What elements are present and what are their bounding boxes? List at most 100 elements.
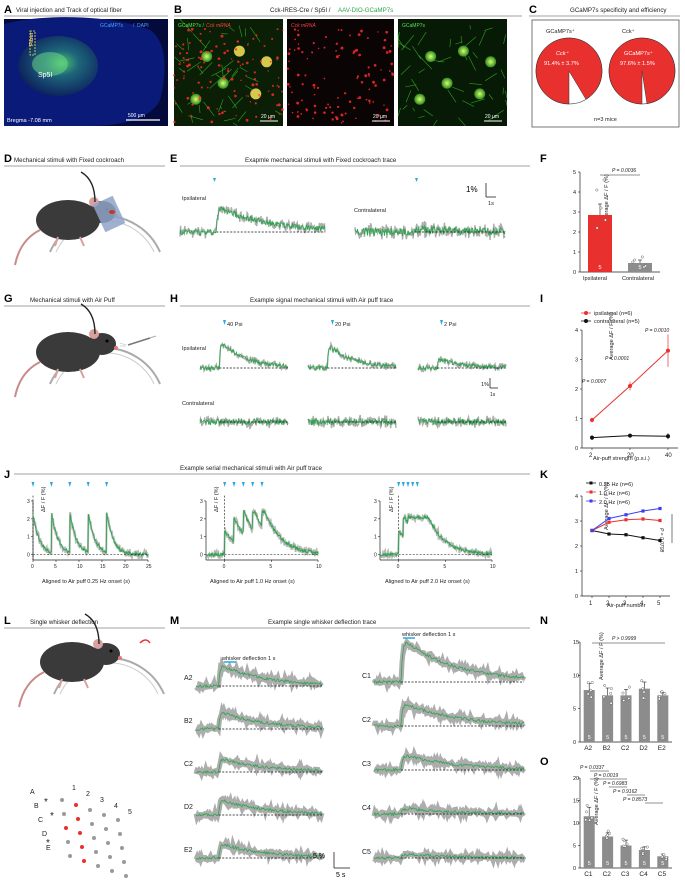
N-chart-point-0-1	[589, 695, 593, 699]
panel-B-title-b: AAV-DIO-GCaMP7s	[338, 7, 393, 14]
I-chart-point-1-1	[628, 433, 632, 438]
panel-B: Cck-IRES-Cre / Sp5I / AAV-DIO-GCaMP7s GC…	[172, 7, 522, 127]
whisker-dot	[66, 840, 70, 844]
F-chart-ytick-2: 2	[573, 230, 576, 236]
panel-letter-E: E	[170, 153, 177, 165]
O-chart-xcat-0: C1	[584, 871, 593, 878]
ipsi-label-H: Ipsilateral	[182, 346, 206, 352]
K-chart-point-2-4	[658, 506, 662, 511]
panel-D: Mechanical stimuli with Fixed cockroach	[4, 157, 165, 266]
mouse-nose	[114, 346, 118, 350]
psi-2-label: 2 Psi	[444, 322, 456, 328]
pie-efficiency	[608, 37, 676, 105]
J-xtick-0-1: 5	[54, 564, 57, 570]
traces-H	[199, 341, 507, 430]
F-chart-ytick-3: 3	[573, 210, 576, 216]
J-xtick-1-1: 5	[269, 564, 272, 570]
stim-arrow-20psi	[331, 320, 334, 325]
whisker-row-A: A	[30, 789, 35, 796]
J-stim-arrow-2-1	[401, 482, 405, 487]
O-chart-point-1-0	[608, 831, 611, 835]
N-chart-point-0-3	[586, 692, 590, 696]
F-chart-n-1: 5	[639, 265, 642, 271]
whisker-deflector-icon	[139, 639, 151, 644]
F-chart-point-0-3	[602, 178, 606, 182]
N-chart-ytick-3: 15	[573, 640, 579, 646]
panel-letter-H: H	[170, 293, 178, 305]
I-chart-point-0-0	[590, 417, 594, 422]
M-right-trace-0	[373, 641, 525, 685]
J-stim-arrow-1-1	[232, 482, 236, 487]
M-right-label-3: C4	[362, 805, 371, 812]
K-chart-ytick-2: 2	[575, 544, 578, 550]
J-stim-arrow-1-2	[241, 482, 245, 487]
whisker-dot	[106, 841, 110, 845]
F-chart-ytick-5: 5	[573, 170, 576, 176]
K-chart-point-0-3	[641, 536, 645, 540]
I-chart-ytick-1: 1	[575, 417, 578, 423]
F-chart-ytick-0: 0	[573, 270, 576, 276]
F-chart-bar-1	[628, 263, 652, 272]
air-puff-nozzle-icon	[119, 335, 157, 347]
O-chart-point-0-3	[588, 818, 591, 822]
N-chart-ytick-0: 0	[573, 740, 576, 746]
panel-J-title: Example serial mechanical stimuli with A…	[180, 465, 322, 472]
N-chart-n-4: 5	[661, 735, 664, 741]
O-chart-ytick-1: 5	[573, 844, 576, 850]
K-chart-point-1-1	[607, 520, 611, 524]
stim-arrow-E1	[213, 178, 216, 182]
F-chart-n-0: 5	[599, 265, 602, 271]
N-chart-xcat-1: B2	[603, 745, 611, 752]
whisker-row-C: C	[38, 817, 43, 824]
panel-N-chart: Average ΔF / F (%) P > 0.9999 0 5 10 15 5 A2 5…	[573, 632, 672, 752]
mouse-tail	[14, 361, 41, 398]
K-chart-point-0-2	[624, 533, 628, 537]
scale-label-B2: 20 µm	[373, 114, 387, 120]
whisker-row-D: D	[42, 831, 47, 838]
J-xtick-2-0: 0	[397, 564, 400, 570]
N-chart-xcat-0: A2	[584, 745, 592, 752]
contra-label-H: Contralateral	[182, 401, 214, 407]
panel-O-chart: Average ΔF / F (%) P = 0.0337 P = 0.0019…	[573, 765, 672, 878]
J-stim-arrow-0-3	[86, 482, 90, 487]
trace-H-contra-1-sem	[307, 414, 397, 430]
img1-label-green: GCaMP7s /	[178, 23, 204, 29]
mouse-ear	[89, 329, 99, 339]
O-chart-bar-3	[638, 850, 650, 868]
panel-F-chart: Average ΔF / F (%) P = 0.0036 Ipsilatera…	[573, 168, 660, 282]
J-trace-1	[205, 509, 319, 558]
K-chart-point-0-1	[607, 532, 611, 536]
J-xtick-1-0: 0	[223, 564, 226, 570]
F-chart-point-0-1	[604, 218, 607, 222]
I-ylabel: Average ΔF / F (%)	[609, 312, 615, 360]
O-chart-n-1: 5	[606, 861, 609, 867]
N-chart-point-2-4	[622, 699, 626, 702]
whisker-dot	[78, 831, 82, 835]
N-chart-ytick-1: 5	[573, 707, 576, 713]
O-chart-xcat-3: C4	[639, 871, 648, 878]
pie2-value: 97.6% ± 1.5%	[620, 61, 655, 67]
N-chart-point-0-2	[589, 688, 593, 692]
O-chart-point-0-2	[590, 816, 594, 820]
F-chart-bar-0	[588, 215, 612, 272]
M-right-label-2: C3	[362, 761, 371, 768]
mouse-body	[40, 642, 104, 682]
N-chart-point-4-4	[660, 690, 664, 694]
panel-H: Example signal mechanical stimuli with A…	[180, 297, 530, 430]
O-chart-point-3-1	[641, 852, 645, 856]
psi-40-label: 40 Psi	[227, 322, 243, 328]
I-chart-ytick-0: 0	[575, 446, 578, 452]
panel-G: Mechanical stimuli with Air Puff	[4, 297, 165, 398]
J-ytick-1-3: 3	[200, 499, 203, 505]
I-chart-point-0-2	[666, 348, 670, 353]
I-chart-xtick-1: 20	[627, 453, 634, 459]
panel-letter-G: G	[4, 293, 13, 305]
F-chart-point-0-2	[599, 206, 603, 210]
whisker-row-E: E	[46, 845, 51, 852]
J-stim-arrow-0-1	[49, 482, 53, 487]
stain-label-gcamp: GCaMP7s	[100, 23, 124, 29]
M-scale-y: 5 %	[313, 853, 325, 860]
N-chart-n-3: 5	[643, 735, 646, 741]
svg-text:/: /	[133, 23, 135, 29]
contra-label-E: Contralateral	[354, 208, 386, 214]
